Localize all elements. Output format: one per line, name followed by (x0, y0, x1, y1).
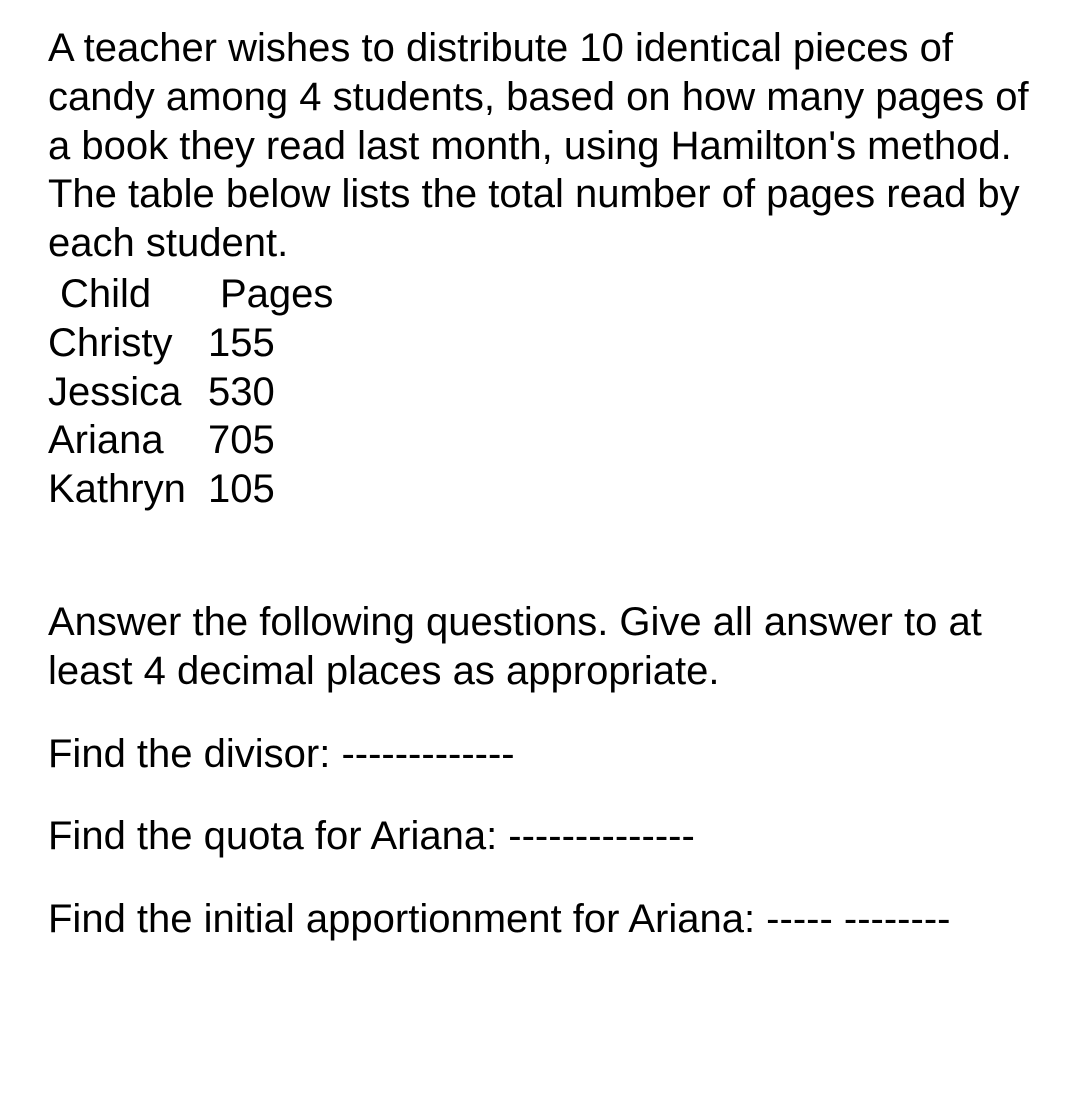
cell-child: Kathryn (48, 465, 208, 514)
cell-child: Ariana (48, 416, 208, 465)
cell-child: Christy (48, 319, 208, 368)
cell-pages: 530 (208, 368, 348, 417)
cell-child: Jessica (48, 368, 208, 417)
pages-table: Child Pages Christy 155 Jessica 530 Aria… (48, 270, 1032, 514)
table-row: Ariana 705 (48, 416, 1032, 465)
questions-block: Answer the following questions. Give all… (48, 598, 1032, 944)
cell-pages: 155 (208, 319, 348, 368)
questions-intro: Answer the following questions. Give all… (48, 598, 1032, 696)
question-apportionment-ariana: Find the initial apportionment for Arian… (48, 895, 1032, 944)
table-header-row: Child Pages (60, 270, 1032, 319)
col-header-child: Child (60, 270, 220, 319)
col-header-pages: Pages (220, 270, 360, 319)
cell-pages: 705 (208, 416, 348, 465)
question-divisor: Find the divisor: ------------- (48, 730, 1032, 779)
page-container: A teacher wishes to distribute 10 identi… (0, 0, 1080, 1002)
question-quota-ariana: Find the quota for Ariana: -------------… (48, 812, 1032, 861)
cell-pages: 105 (208, 465, 348, 514)
table-row: Kathryn 105 (48, 465, 1032, 514)
intro-paragraph: A teacher wishes to distribute 10 identi… (48, 24, 1032, 268)
table-row: Jessica 530 (48, 368, 1032, 417)
table-row: Christy 155 (48, 319, 1032, 368)
